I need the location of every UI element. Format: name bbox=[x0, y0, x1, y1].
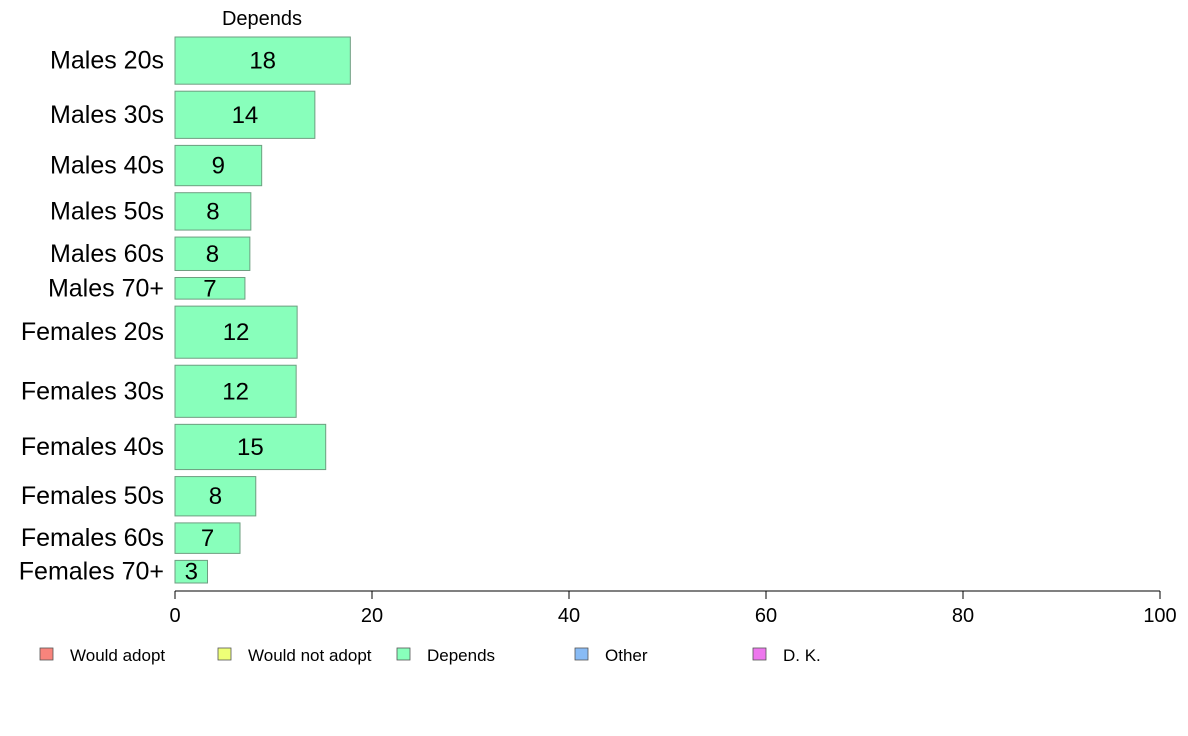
bar-value-label: 3 bbox=[185, 559, 198, 586]
bar bbox=[174, 236, 251, 271]
bar-value-label: 8 bbox=[206, 198, 219, 225]
legend-swatch bbox=[574, 647, 589, 661]
category-label: Females 50s bbox=[21, 482, 164, 510]
legend-swatch bbox=[217, 647, 232, 661]
bar bbox=[174, 276, 246, 300]
x-tick-label: 0 bbox=[169, 605, 180, 627]
category-label: Females 70+ bbox=[19, 558, 164, 586]
category-label: Males 50s bbox=[50, 197, 164, 225]
bar bbox=[174, 476, 257, 517]
panel-title: Depends bbox=[222, 8, 302, 30]
bar bbox=[174, 522, 241, 554]
category-label: Males 70+ bbox=[48, 274, 164, 302]
category-label: Females 40s bbox=[21, 433, 164, 461]
bar bbox=[174, 192, 252, 231]
bar bbox=[174, 36, 351, 85]
x-tick-label: 40 bbox=[558, 605, 580, 627]
bar bbox=[174, 144, 263, 187]
x-tick-label: 100 bbox=[1143, 605, 1176, 627]
bar bbox=[174, 305, 298, 359]
bar-value-label: 7 bbox=[201, 525, 214, 552]
bar bbox=[174, 364, 297, 418]
bars-group: 18 Males 20s 14 Males 30s 9 Males 40s 8 Males 5… bbox=[19, 36, 351, 586]
legend-swatch bbox=[39, 647, 54, 661]
legend-label: Other bbox=[605, 646, 648, 665]
legend-label: D. K. bbox=[783, 646, 821, 665]
bar-value-label: 8 bbox=[206, 241, 219, 268]
category-label: Males 40s bbox=[50, 152, 164, 180]
legend-label: Would not adopt bbox=[248, 646, 372, 665]
category-label: Males 60s bbox=[50, 240, 164, 268]
legend-swatch bbox=[752, 647, 767, 661]
category-label: Males 20s bbox=[50, 47, 164, 75]
bar-value-label: 9 bbox=[212, 153, 225, 180]
category-label: Females 20s bbox=[21, 318, 164, 346]
bar bbox=[174, 423, 327, 471]
legend-label: Would adopt bbox=[70, 646, 165, 665]
legend-swatch bbox=[396, 647, 411, 661]
x-tick-label: 20 bbox=[361, 605, 383, 627]
bar-value-label: 14 bbox=[232, 102, 259, 129]
category-label: Females 30s bbox=[21, 377, 164, 405]
bar-value-label: 15 bbox=[237, 434, 264, 461]
category-label: Males 30s bbox=[50, 101, 164, 129]
bar-value-label: 12 bbox=[222, 378, 249, 405]
category-label: Females 60s bbox=[21, 524, 164, 552]
bar bbox=[174, 559, 209, 584]
legend-label: Depends bbox=[427, 646, 495, 665]
bar-value-label: 12 bbox=[223, 319, 250, 346]
bar-value-label: 7 bbox=[203, 275, 216, 302]
x-tick-label: 60 bbox=[755, 605, 777, 627]
x-axis: 0 20 40 60 80 100 bbox=[169, 590, 1177, 627]
x-tick-label: 80 bbox=[952, 605, 974, 627]
legend: Would adopt Would not adopt Depends Other D.… bbox=[39, 646, 821, 665]
bar bbox=[174, 90, 316, 139]
bar-value-label: 18 bbox=[249, 48, 276, 75]
bar-value-label: 8 bbox=[209, 483, 222, 510]
